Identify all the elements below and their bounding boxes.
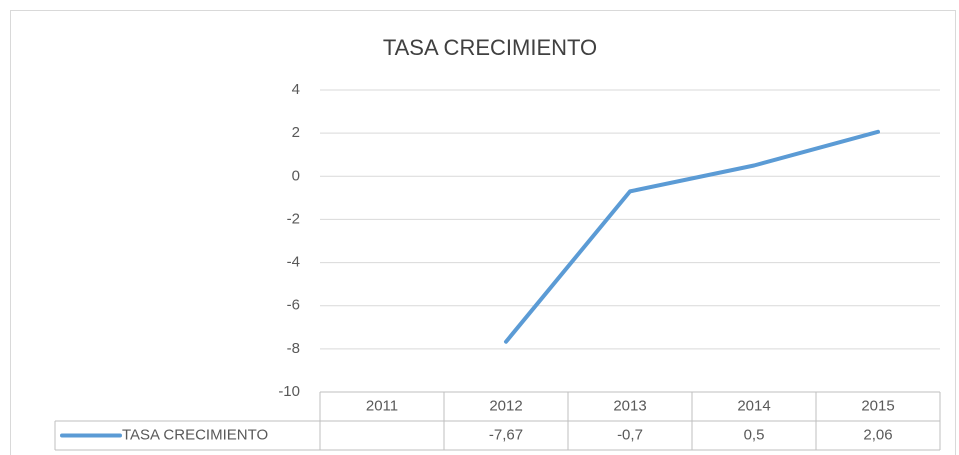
table-value: -0,7: [617, 426, 643, 443]
chart-title: TASA CRECIMIENTO: [383, 35, 597, 60]
table-value: 2,06: [863, 426, 892, 443]
y-tick-label: -4: [287, 254, 300, 271]
x-tick-label: 2015: [861, 397, 894, 414]
table-value: 0,5: [744, 426, 765, 443]
series-line: [504, 129, 880, 344]
y-tick-label: -10: [278, 383, 300, 400]
x-tick-label: 2013: [613, 397, 646, 414]
y-tick-label: 4: [292, 81, 300, 98]
y-tick-label: -8: [287, 340, 300, 357]
y-tick-label: -6: [287, 297, 300, 314]
chart-border: [10, 10, 956, 455]
x-tick-label: 2014: [737, 397, 770, 414]
x-tick-label: 2012: [489, 397, 522, 414]
y-tick-label: 0: [292, 167, 300, 184]
y-tick-label: 2: [292, 124, 300, 141]
table-value: -7,67: [489, 426, 523, 443]
legend-label: TASA CRECIMIENTO: [122, 426, 268, 443]
x-tick-label: 2011: [366, 397, 398, 414]
y-tick-label: -2: [287, 210, 300, 227]
